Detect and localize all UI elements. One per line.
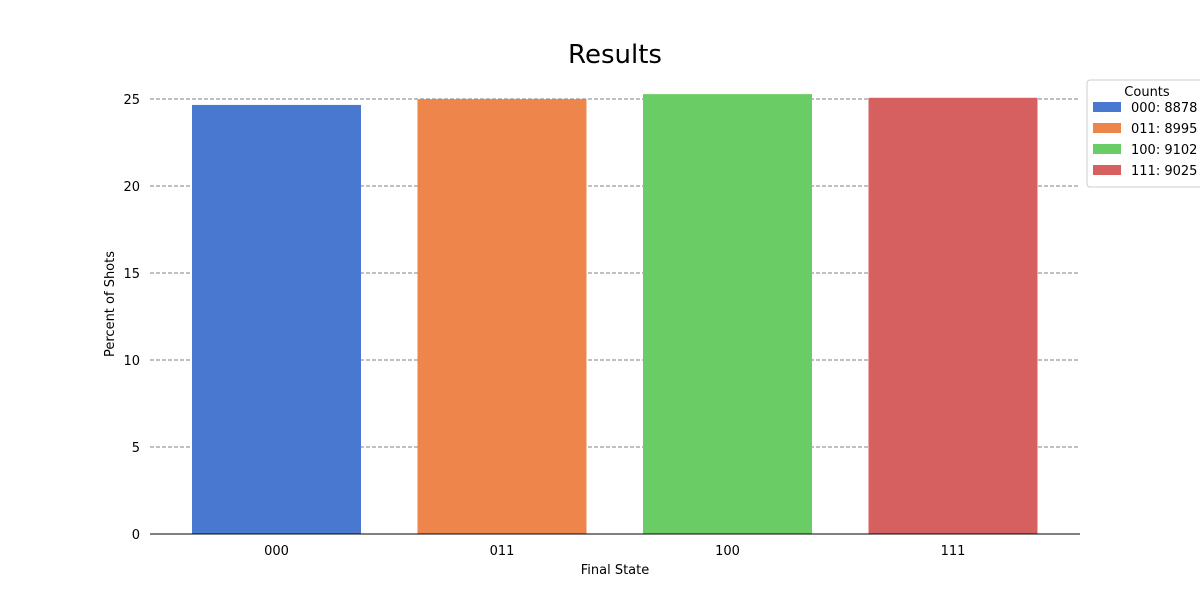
x-axis-label: Final State: [581, 563, 650, 578]
y-tick-label: 5: [132, 441, 140, 456]
x-tick-label: 000: [264, 544, 289, 559]
y-axis-label: Percent of Shots: [103, 251, 118, 357]
y-tick-label: 20: [123, 180, 140, 195]
legend-swatch: [1093, 165, 1121, 175]
legend-swatch: [1093, 102, 1121, 112]
y-tick-label: 0: [132, 528, 140, 543]
x-tick-labels: 000 011 100 111: [264, 544, 965, 559]
legend-swatch: [1093, 123, 1121, 133]
y-tick-label: 15: [123, 267, 140, 282]
legend-entry: 000: 8878: [1131, 101, 1197, 116]
legend-swatch: [1093, 144, 1121, 154]
bars: [192, 94, 1038, 535]
bar-100: [643, 94, 812, 535]
x-tick-label: 100: [715, 544, 740, 559]
chart-title: Results: [568, 40, 662, 70]
y-tick-label: 25: [123, 93, 140, 108]
legend: Counts 000: 8878 011: 8995 100: 9102 111: 9…: [1086, 79, 1200, 188]
y-tick-label: 10: [123, 354, 140, 369]
legend-title: Counts: [1124, 85, 1170, 100]
legend-entry: 011: 8995: [1131, 122, 1197, 137]
bar-111: [868, 97, 1038, 535]
y-tick-labels: 0 5 10 15 20 25: [123, 93, 140, 543]
legend-entry: 111: 9025: [1131, 164, 1197, 179]
legend-items: 000: 8878 011: 8995 100: 9102 111: 9025: [1093, 101, 1197, 179]
bar-011: [417, 99, 587, 534]
legend-entry: 100: 9102: [1131, 143, 1197, 158]
bar-000: [192, 104, 361, 534]
x-tick-label: 011: [490, 544, 515, 559]
x-tick-label: 111: [941, 544, 966, 559]
